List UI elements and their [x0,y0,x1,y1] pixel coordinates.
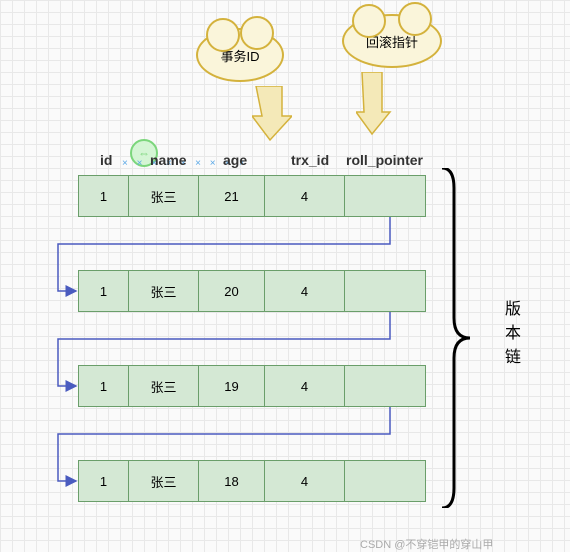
watermark: CSDN @不穿铠甲的穿山甲 [360,536,493,552]
brace-icon [436,168,476,508]
version-chain-label: 版本链 [498,300,522,372]
link-line [0,0,570,552]
